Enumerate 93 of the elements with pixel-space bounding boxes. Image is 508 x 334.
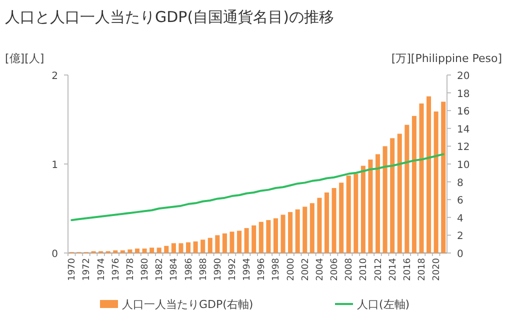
chart-title: 人口と人口一人当たりGDP(自国通貨名目)の推移: [5, 8, 334, 26]
x-tick-label: 1972: [82, 258, 92, 281]
bar: [120, 250, 125, 253]
bar: [156, 248, 162, 253]
x-tick-label: 1978: [126, 258, 136, 281]
y2-tick-label: 16: [457, 106, 470, 118]
bar: [310, 203, 314, 253]
bar: [208, 238, 212, 253]
y2-tick-label: 18: [457, 88, 470, 100]
bar: [266, 220, 271, 253]
x-tick-label: 2020: [432, 258, 442, 281]
x-tick-label: 2008: [344, 258, 355, 281]
bar: [178, 243, 184, 253]
bar: [186, 242, 191, 253]
x-tick-label: 1992: [228, 258, 238, 281]
y-tick-label: 1: [52, 160, 58, 171]
bar: [324, 192, 329, 253]
bar: [258, 222, 264, 253]
x-tick-label: 1988: [198, 258, 209, 281]
y-axis-title: [億][人]: [5, 52, 44, 65]
bar: [419, 103, 424, 253]
bar: [317, 198, 322, 253]
y2-tick-label: 8: [457, 178, 464, 189]
y2-tick-label: 4: [457, 213, 464, 224]
x-tick-label: 1994: [242, 258, 253, 281]
bar: [346, 176, 351, 253]
y2-axis-title: [万][Philippine Peso]: [391, 52, 502, 65]
bar: [382, 146, 388, 253]
line-series: [70, 153, 444, 222]
bar: [288, 212, 293, 253]
y2-tick-label: 0: [457, 249, 464, 260]
bar: [368, 160, 373, 253]
x-tick-label: 2016: [402, 258, 413, 281]
x-tick-label: 1982: [155, 258, 166, 281]
bar: [150, 248, 154, 253]
bar: [237, 230, 242, 253]
chart: 人口と人口一人当たりGDP(自国通貨名目)の推移 [億][人] [万][Philippine Peso] 0 1 2 0 2 4 6 8 10 12 14 16 18 20 1970 1972 1974 1976 1978 1980 1982 1984 1986 1988 1990 1992 1994 1996 1998 2000 2002 2004 2006 2008 2010 2012 2014 2016 2018 2020 人口一人当たりGDP(右軸) 人口(左軸): [5, 8, 502, 311]
bar: [332, 188, 336, 253]
bar: [128, 249, 132, 253]
bar: [354, 174, 358, 253]
y2-tick-label: 6: [457, 196, 464, 207]
y2-tick-label: 14: [457, 124, 470, 136]
y-tick-label: 0: [52, 249, 58, 260]
bar: [244, 228, 249, 253]
bar: [412, 116, 416, 253]
x-tick-label: 2014: [388, 258, 398, 281]
x-tick-label: 1998: [272, 258, 282, 281]
bar: [164, 246, 169, 253]
bar: [252, 225, 256, 253]
bar: [397, 134, 402, 253]
legend-label: 人口一人当たりGDP(右軸): [122, 298, 254, 311]
x-tick-label: 1974: [96, 258, 107, 281]
bar: [339, 182, 344, 253]
bar: [376, 154, 380, 253]
x-tick-label: 2010: [359, 258, 370, 281]
x-tick-label: 2018: [417, 258, 428, 281]
bar: [434, 111, 438, 253]
y-tick-label: 2: [52, 71, 58, 82]
x-tick-label: 2006: [330, 258, 340, 281]
x-tick-label: 2012: [374, 258, 384, 281]
x-tick-label: 1996: [257, 258, 268, 281]
bar: [441, 102, 446, 253]
bar: [215, 235, 220, 253]
bar: [295, 209, 300, 253]
bar: [142, 248, 147, 253]
y2-tick-label: 2: [457, 231, 464, 242]
bar: [426, 96, 432, 253]
bar: [273, 218, 278, 253]
bar: [302, 206, 308, 253]
bar: [113, 250, 118, 253]
x-tick-label: 2004: [315, 258, 326, 281]
bar: [390, 138, 395, 253]
x-tick-label: 1986: [184, 258, 194, 281]
x-tick-label: 2002: [300, 258, 311, 281]
bar: [171, 243, 176, 253]
bar: [200, 240, 206, 253]
y2-tick-label: 10: [457, 160, 470, 171]
bar: [360, 166, 366, 253]
x-tick-label: 1970: [68, 258, 78, 281]
y2-tick-label: 20: [457, 71, 470, 82]
x-tick-label: 1990: [213, 258, 224, 281]
y2-tick-label: 12: [457, 142, 470, 154]
x-tick-label: 1980: [140, 258, 151, 281]
bar: [222, 233, 227, 253]
bar: [230, 232, 234, 253]
legend-label: 人口(左軸): [357, 298, 410, 311]
bar: [280, 214, 286, 253]
bar: [404, 124, 410, 253]
bar: [193, 241, 198, 253]
bar: [134, 248, 140, 253]
x-tick-label: 1976: [111, 258, 122, 281]
x-tick-label: 1984: [170, 258, 180, 281]
x-tick-label: 2000: [286, 258, 296, 281]
